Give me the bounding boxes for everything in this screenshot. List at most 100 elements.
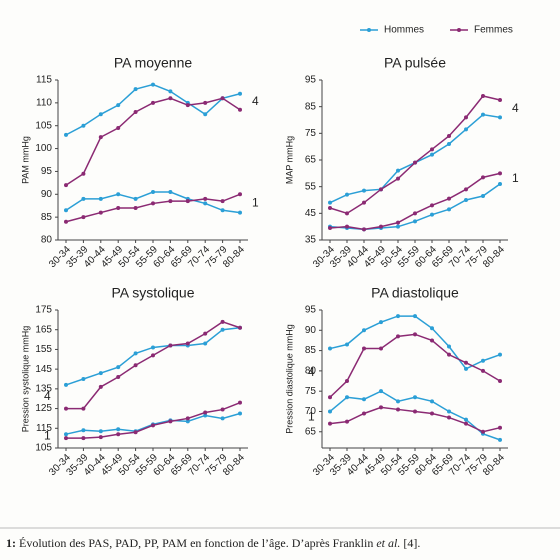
caption-italic: et al. [376,536,400,550]
point [498,98,502,102]
point [116,375,121,380]
point [328,421,332,426]
point [447,207,451,212]
point [133,110,138,114]
point [133,363,138,368]
point [464,417,468,422]
point [98,210,103,215]
point [185,103,190,108]
point [447,415,451,420]
point [430,203,434,208]
group-label: 4 [512,101,519,115]
point [220,407,225,412]
point [116,192,121,197]
point [464,198,468,202]
point [64,132,68,137]
point [151,100,155,105]
point [81,406,86,411]
point [464,115,468,120]
point [116,126,121,130]
point [379,224,383,229]
group-label: 1 [44,428,51,442]
point [379,320,383,325]
point [238,400,242,405]
point [447,134,451,138]
point [328,226,332,230]
y-tick-label: 65 [305,426,317,437]
point [98,435,103,440]
point [396,399,400,404]
point [464,421,468,426]
point [498,379,502,384]
point [464,187,468,192]
point [81,428,86,433]
point [345,379,349,384]
point [345,224,349,229]
y-tick-label: 75 [305,128,317,139]
point [498,115,502,120]
point [430,212,434,217]
y-tick-label: 85 [305,345,317,356]
point [220,327,225,332]
y-tick-label: 115 [36,423,52,434]
point [168,343,173,348]
y-tick-label: 135 [35,383,52,394]
point [362,188,366,193]
point [185,419,190,424]
y-tick-label: 95 [305,305,317,316]
point [98,196,103,201]
point [238,210,242,215]
point [151,353,155,358]
point [203,201,208,206]
point [116,427,121,432]
y-axis-label: MAP mmHg [284,136,294,184]
point [133,87,138,92]
point [151,345,155,350]
point [203,112,208,117]
point [238,107,242,112]
point [464,360,468,365]
point [498,437,502,442]
caption-end: [4]. [400,536,420,550]
point [81,436,86,441]
point [203,413,208,418]
point [238,325,242,330]
point [481,368,485,373]
point [116,365,121,370]
point [168,419,173,424]
point [98,384,103,389]
y-tick-label: 90 [305,325,317,336]
y-tick-label: 145 [35,364,52,375]
point [81,196,86,201]
point [362,328,366,333]
point [396,407,400,412]
y-axis-label: PAM mmHg [20,136,30,184]
point [116,206,121,210]
y-tick-label: 55 [305,181,317,192]
point [481,358,485,363]
point [64,382,68,387]
legend-label: Femmes [474,25,513,36]
y-tick-label: 155 [35,344,52,355]
point [220,208,225,213]
y-tick-label: 100 [35,143,52,154]
group-label: 4 [308,365,315,379]
legend-marker [457,28,461,32]
y-tick-label: 125 [35,403,52,414]
group-label: 1 [308,410,315,424]
point [413,314,417,319]
point [151,190,155,194]
point [203,100,208,105]
point [133,196,138,201]
point [396,314,400,319]
point [81,171,86,176]
y-tick-label: 165 [35,324,52,335]
point [396,334,400,339]
panel-title: PA moyenne [114,55,193,71]
point [345,395,349,400]
point [498,352,502,357]
point [345,211,349,216]
point [133,206,138,210]
point [116,103,121,108]
